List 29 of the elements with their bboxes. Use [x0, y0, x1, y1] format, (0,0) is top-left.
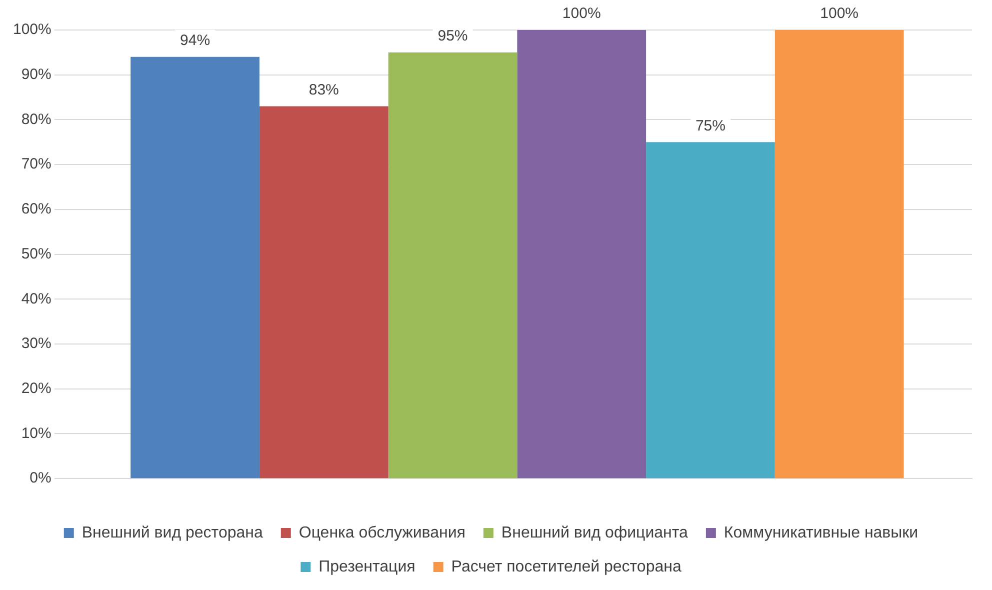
bar: [774, 30, 904, 478]
bar: [130, 56, 260, 478]
y-tick-label: 50%: [21, 245, 52, 262]
data-label: 100%: [820, 5, 859, 22]
legend-label: Оценка обслуживания: [298, 524, 466, 542]
legend-label: Коммуникативные навыки: [724, 524, 918, 542]
bar: [517, 30, 646, 478]
legend-label: Внешний вид ресторана: [82, 524, 263, 542]
y-tick-label: 30%: [21, 335, 52, 352]
y-tick-label: 10%: [21, 424, 52, 442]
bar: [388, 52, 518, 478]
bar: [646, 142, 775, 478]
data-label: 94%: [180, 32, 210, 50]
legend-label: Внешний вид официанта: [501, 524, 688, 542]
y-tick-label: 20%: [21, 380, 52, 398]
bar: [259, 106, 388, 478]
y-tick-label: 60%: [21, 200, 52, 218]
y-tick-label: 80%: [21, 110, 52, 128]
y-tick-label: 70%: [21, 156, 52, 173]
data-label: 83%: [308, 81, 339, 98]
y-tick-label: 90%: [21, 66, 52, 83]
y-tick-label: 40%: [21, 290, 52, 308]
y-tick-label: 0%: [30, 470, 52, 487]
y-tick-label: 100%: [12, 21, 52, 38]
data-label: 95%: [438, 28, 468, 45]
data-label: 75%: [695, 117, 726, 134]
legend-label: Расчет посетителей ресторана: [451, 558, 682, 576]
data-label: 100%: [562, 5, 601, 22]
legend-label: Презентация: [318, 558, 416, 576]
